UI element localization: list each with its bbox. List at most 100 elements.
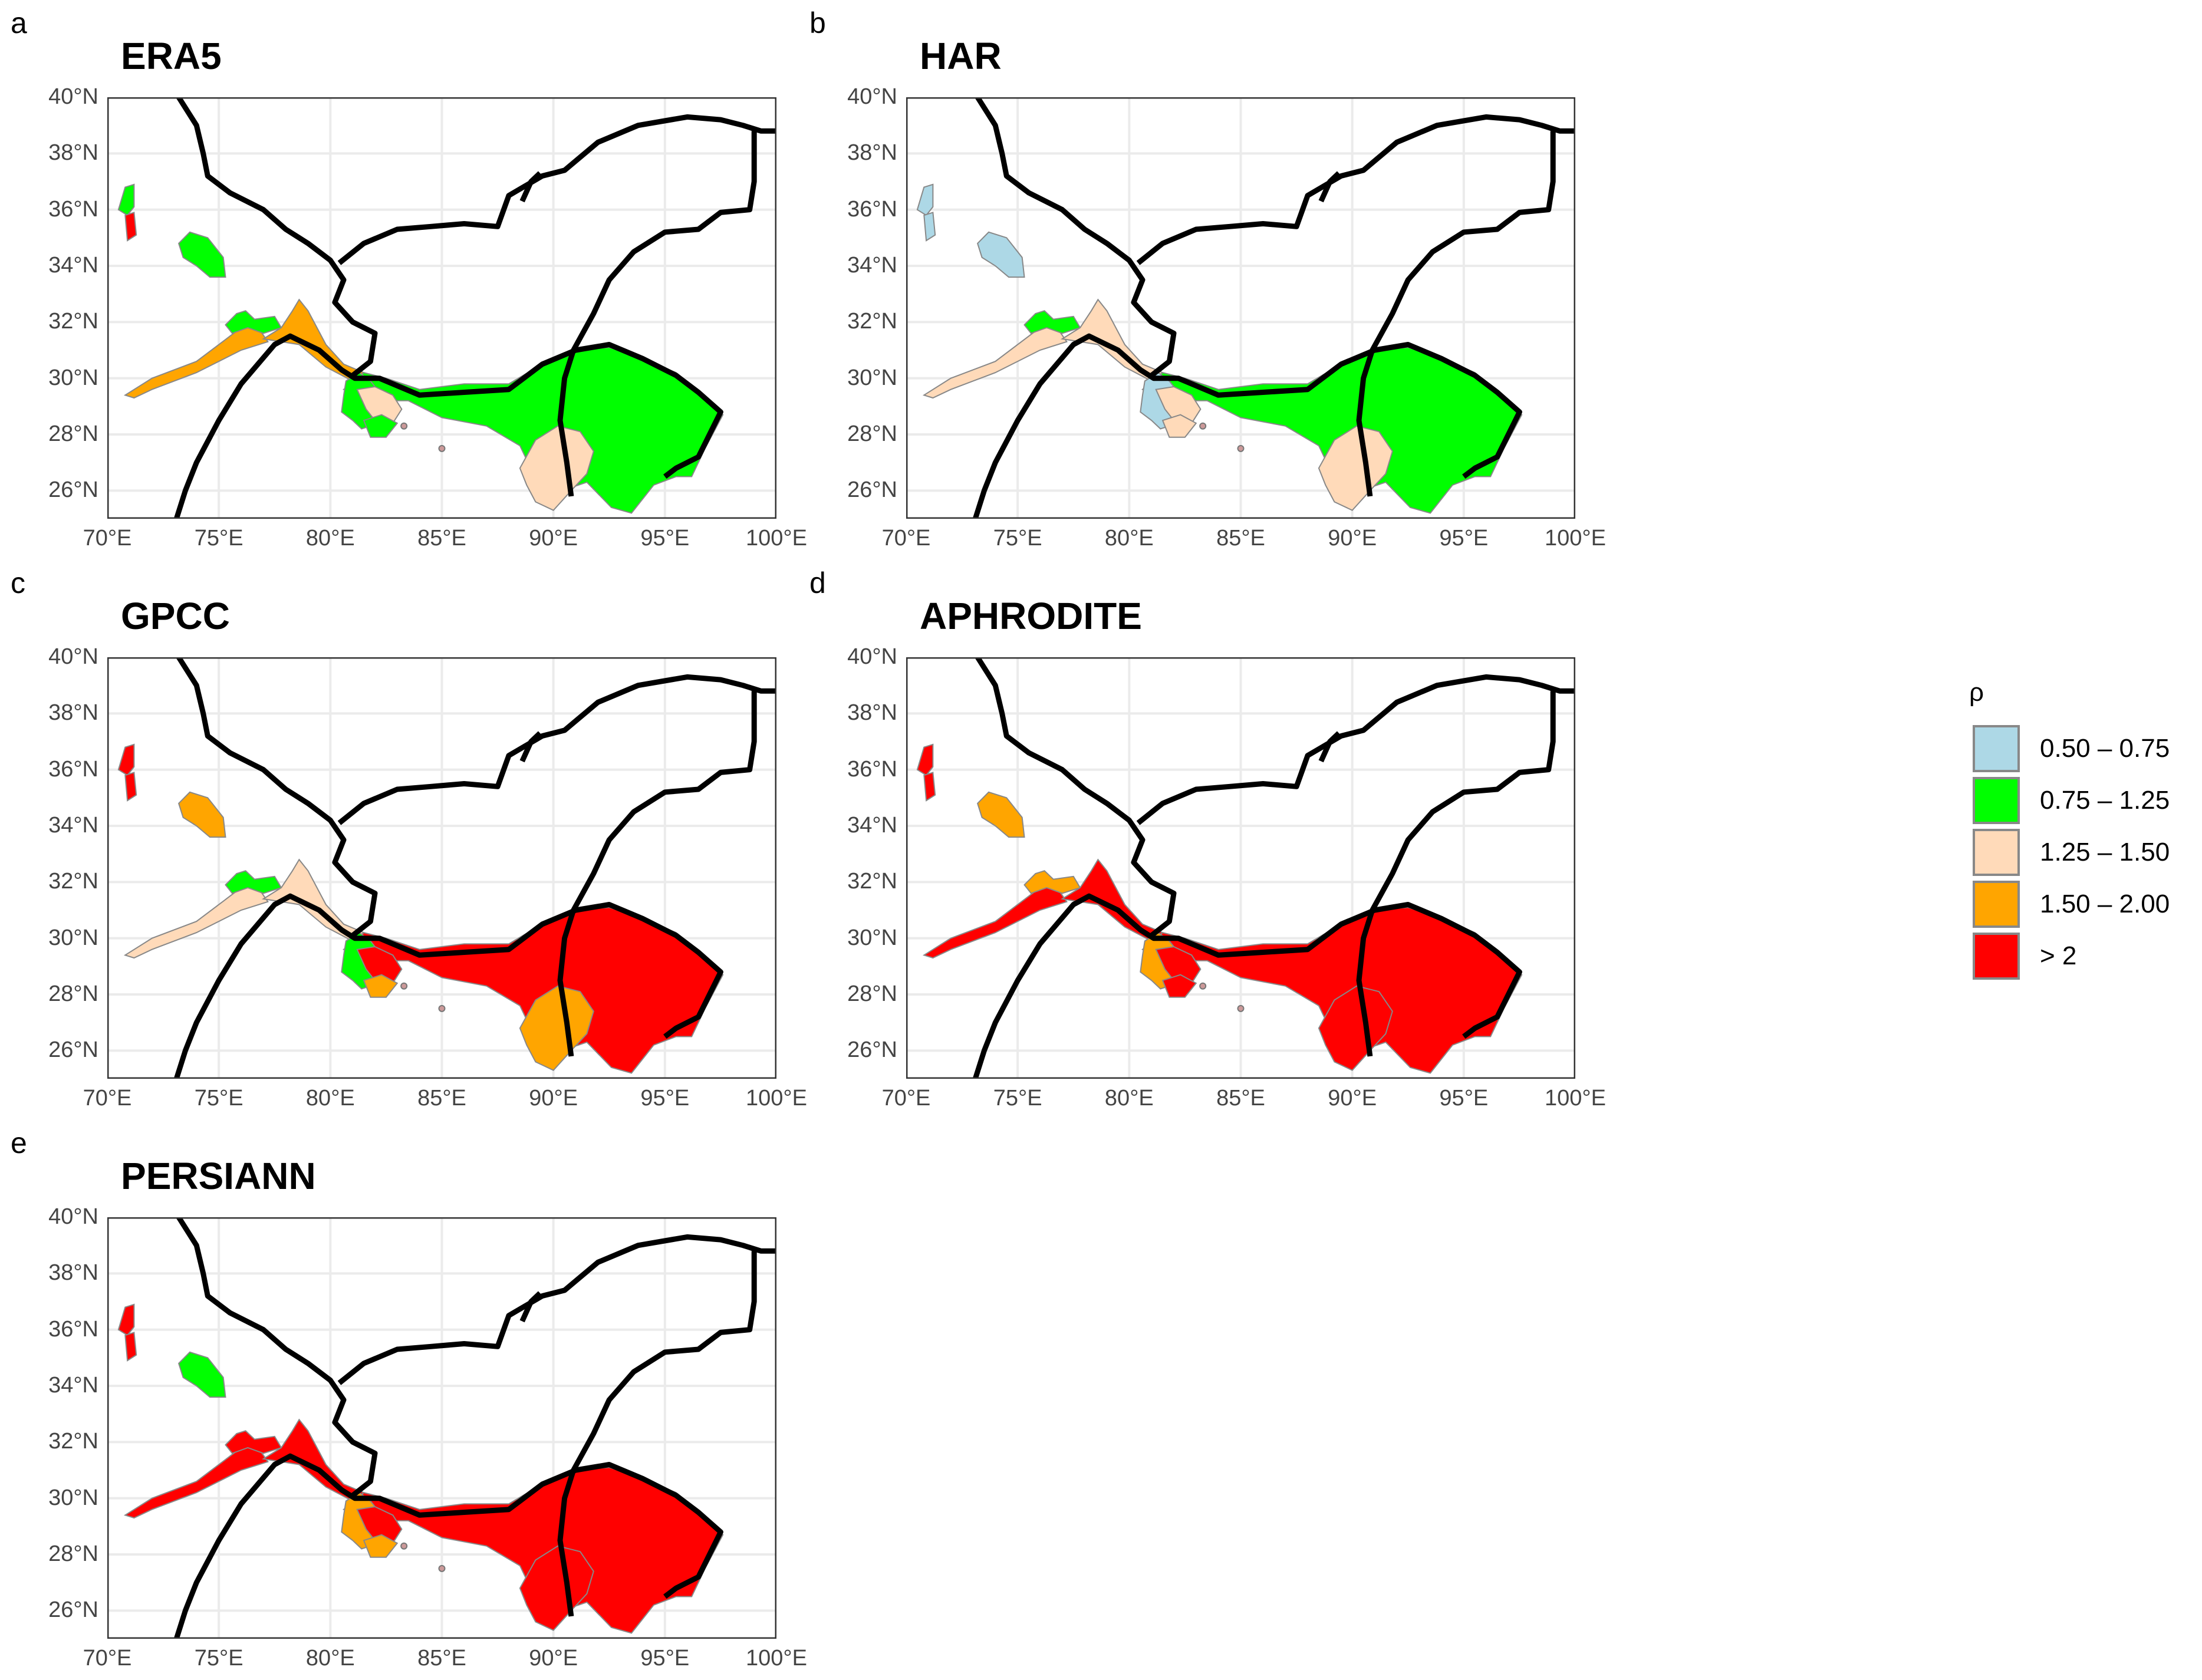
region-boundary [973, 893, 1522, 1079]
lon-tick-label: 85°E [1216, 1086, 1265, 1111]
lat-tick-label: 26°N [847, 477, 897, 503]
catchment-c9 [923, 772, 936, 802]
catchment-c6 [356, 386, 403, 424]
lon-tick-label: 100°E [746, 1086, 807, 1111]
lat-tick-label: 26°N [48, 1597, 98, 1623]
lon-tick-label: 95°E [640, 1646, 690, 1671]
legend-key-orange [1973, 881, 2020, 928]
catchment-c9 [124, 772, 137, 802]
region-boundary [337, 114, 776, 265]
lon-tick-label: 70°E [83, 526, 132, 551]
catchment-c1 [922, 318, 1068, 399]
catchment-dot [1237, 444, 1245, 452]
lat-tick-label: 32°N [48, 1429, 98, 1454]
catchment-c7 [363, 974, 399, 998]
lon-tick-label: 90°E [529, 1646, 578, 1671]
lon-tick-label: 90°E [1328, 1086, 1377, 1111]
lat-tick-label: 38°N [48, 140, 98, 166]
catchment-c6 [1155, 946, 1202, 984]
catchment-dot [1199, 982, 1207, 990]
panel-title: APHRODITE [920, 595, 1142, 637]
lat-tick-label: 28°N [48, 421, 98, 446]
region-boundary [174, 1453, 723, 1639]
map-area [107, 97, 776, 519]
lat-tick-label: 26°N [48, 477, 98, 503]
catchment-c9 [124, 212, 137, 242]
lat-tick-label: 30°N [847, 365, 897, 390]
lon-tick-label: 80°E [305, 526, 355, 551]
catchment-c3 [1061, 298, 1164, 382]
catchment-c11 [177, 231, 226, 278]
legend-title: ρ [1969, 678, 1984, 707]
lon-tick-label: 90°E [1328, 526, 1377, 551]
lat-tick-label: 34°N [847, 253, 897, 278]
lon-tick-label: 85°E [1216, 526, 1265, 551]
catchment-dot [438, 1004, 446, 1012]
panel-title: ERA5 [121, 35, 222, 77]
catchment-c6 [356, 1506, 403, 1544]
catchment-dot [1199, 422, 1207, 430]
lat-tick-label: 40°N [48, 84, 98, 109]
legend-label: 1.25 – 1.50 [2040, 838, 2170, 867]
catchment-c1 [123, 1438, 269, 1519]
lat-tick-label: 30°N [48, 1485, 98, 1510]
lat-tick-label: 30°N [847, 925, 897, 950]
region-boundary [519, 731, 542, 763]
catchment-c8 [916, 183, 934, 216]
lat-tick-label: 38°N [48, 700, 98, 726]
region-boundary [176, 97, 378, 378]
lat-tick-label: 40°N [48, 1204, 98, 1229]
lon-tick-label: 75°E [993, 526, 1042, 551]
legend-label: 0.75 – 1.25 [2040, 786, 2170, 815]
catchment-c4 [343, 907, 724, 1074]
catchment-c7 [1161, 414, 1197, 438]
lon-tick-label: 90°E [529, 526, 578, 551]
region-boundary [1356, 691, 1556, 1057]
lon-tick-label: 70°E [881, 1086, 931, 1111]
map-panel-e: e PERSIANN 40°N 38°N 36°N 34°N 32°N 30°N 28°N 26°… [0, 1120, 807, 1680]
lon-tick-label: 90°E [529, 1086, 578, 1111]
catchment-c3 [262, 1418, 366, 1502]
catchment-c3 [262, 298, 366, 382]
lon-tick-label: 70°E [881, 526, 931, 551]
catchment-c11 [177, 791, 226, 838]
lon-tick-label: 75°E [194, 1086, 243, 1111]
lat-tick-label: 34°N [48, 1373, 98, 1398]
region-boundary [337, 674, 776, 825]
region-boundary [1356, 131, 1556, 497]
panel-tag: e [11, 1126, 27, 1159]
lat-tick-label: 30°N [48, 365, 98, 390]
map-frame [906, 657, 1575, 1079]
lat-tick-label: 30°N [48, 925, 98, 950]
catchment-c6 [356, 946, 403, 984]
region-boundary [174, 333, 723, 519]
map-panel-a: a ERA5 40°N 38°N 36°N 34°N 32°N 30°N 28°N 26°N 70°… [0, 0, 807, 560]
catchment-c1 [123, 318, 269, 399]
lat-tick-label: 34°N [48, 253, 98, 278]
map-area [906, 97, 1575, 519]
catchment-c7 [363, 1534, 399, 1558]
catchment-c2 [225, 310, 282, 334]
lat-tick-label: 40°N [847, 644, 897, 669]
region-boundary [557, 131, 757, 497]
catchment-c2 [225, 870, 282, 894]
lon-tick-label: 80°E [1104, 1086, 1154, 1111]
lat-tick-label: 40°N [48, 644, 98, 669]
catchment-c11 [976, 791, 1025, 838]
lon-tick-label: 100°E [1545, 1086, 1606, 1111]
lon-tick-label: 85°E [417, 526, 466, 551]
catchment-dot [438, 444, 446, 452]
catchment-dot [400, 1542, 408, 1550]
catchment-c9 [923, 212, 936, 242]
catchment-c6 [1155, 386, 1202, 424]
catchment-c4 [1141, 347, 1523, 514]
catchment-c4 [1141, 907, 1523, 1074]
catchment-c10 [1318, 985, 1393, 1071]
catchment-dot [400, 422, 408, 430]
legend-key-green [1973, 777, 2020, 824]
lon-tick-label: 80°E [1104, 526, 1154, 551]
lat-tick-label: 34°N [847, 813, 897, 838]
region-boundary [1136, 114, 1575, 265]
catchment-c3 [1061, 858, 1164, 942]
lon-tick-label: 80°E [305, 1086, 355, 1111]
